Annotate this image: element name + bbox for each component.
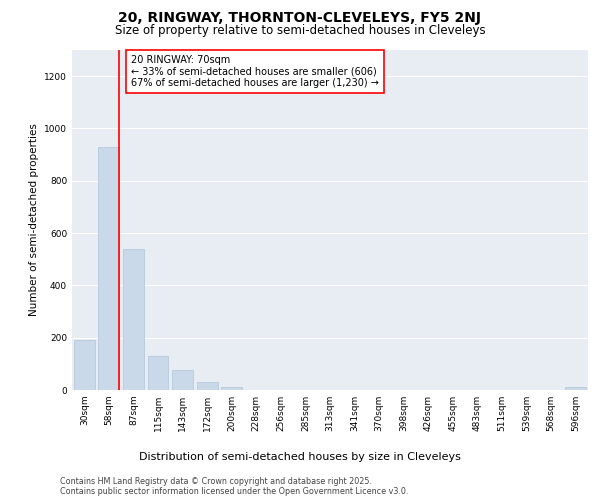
Text: 20 RINGWAY: 70sqm
← 33% of semi-detached houses are smaller (606)
67% of semi-de: 20 RINGWAY: 70sqm ← 33% of semi-detached… — [131, 55, 379, 88]
Bar — [98, 147, 119, 390]
Bar — [148, 356, 169, 390]
Text: Size of property relative to semi-detached houses in Cleveleys: Size of property relative to semi-detach… — [115, 24, 485, 37]
Bar — [123, 249, 144, 390]
Bar — [197, 382, 218, 390]
Y-axis label: Number of semi-detached properties: Number of semi-detached properties — [29, 124, 38, 316]
Bar — [74, 340, 95, 390]
Bar — [221, 388, 242, 390]
Text: 20, RINGWAY, THORNTON-CLEVELEYS, FY5 2NJ: 20, RINGWAY, THORNTON-CLEVELEYS, FY5 2NJ — [119, 11, 482, 25]
Text: Distribution of semi-detached houses by size in Cleveleys: Distribution of semi-detached houses by … — [139, 452, 461, 462]
Bar — [172, 370, 193, 390]
Text: Contains HM Land Registry data © Crown copyright and database right 2025.
Contai: Contains HM Land Registry data © Crown c… — [60, 476, 409, 496]
Bar — [565, 388, 586, 390]
